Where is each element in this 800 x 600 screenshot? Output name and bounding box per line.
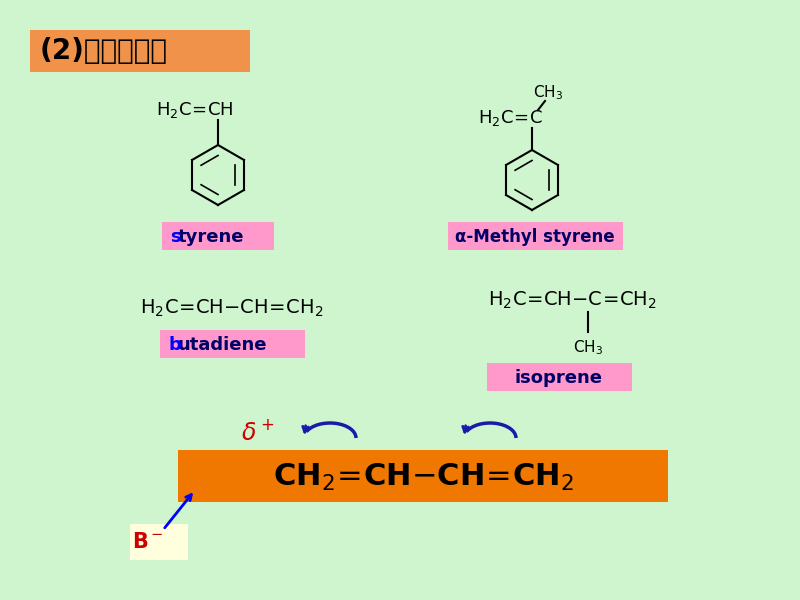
Text: H$_2$C$\!=\!$CH: H$_2$C$\!=\!$CH: [156, 100, 234, 120]
Text: $\delta^+$: $\delta^+$: [242, 419, 274, 445]
Text: utadiene: utadiene: [178, 336, 267, 354]
FancyBboxPatch shape: [30, 30, 250, 72]
FancyBboxPatch shape: [160, 330, 305, 358]
FancyBboxPatch shape: [178, 450, 668, 502]
Text: (2)共轭二烯烃: (2)共轭二烯烃: [40, 37, 168, 65]
FancyBboxPatch shape: [130, 524, 188, 560]
Text: α-Methyl styrene: α-Methyl styrene: [455, 228, 615, 246]
FancyBboxPatch shape: [487, 363, 632, 391]
Text: CH$_3$: CH$_3$: [573, 338, 603, 358]
Text: CH$_3$: CH$_3$: [533, 83, 563, 103]
Text: B$^-$: B$^-$: [132, 532, 164, 552]
Text: H$_2$C$\!=\!$C: H$_2$C$\!=\!$C: [478, 108, 542, 128]
Text: H$_2$C$\!=\!$CH$-$C$\!=\!$CH$_2$: H$_2$C$\!=\!$CH$-$C$\!=\!$CH$_2$: [487, 289, 657, 311]
Text: H$_2$C$\!=\!$CH$-$CH$\!=\!$CH$_2$: H$_2$C$\!=\!$CH$-$CH$\!=\!$CH$_2$: [140, 298, 324, 319]
FancyBboxPatch shape: [448, 222, 623, 250]
Text: s: s: [170, 228, 181, 246]
Text: tyrene: tyrene: [178, 228, 245, 246]
FancyBboxPatch shape: [162, 222, 274, 250]
Text: isoprene: isoprene: [515, 369, 603, 387]
Text: b: b: [168, 336, 181, 354]
Text: CH$_2\!=\!$CH$-$CH$\!=\!$CH$_2$: CH$_2\!=\!$CH$-$CH$\!=\!$CH$_2$: [273, 461, 574, 493]
